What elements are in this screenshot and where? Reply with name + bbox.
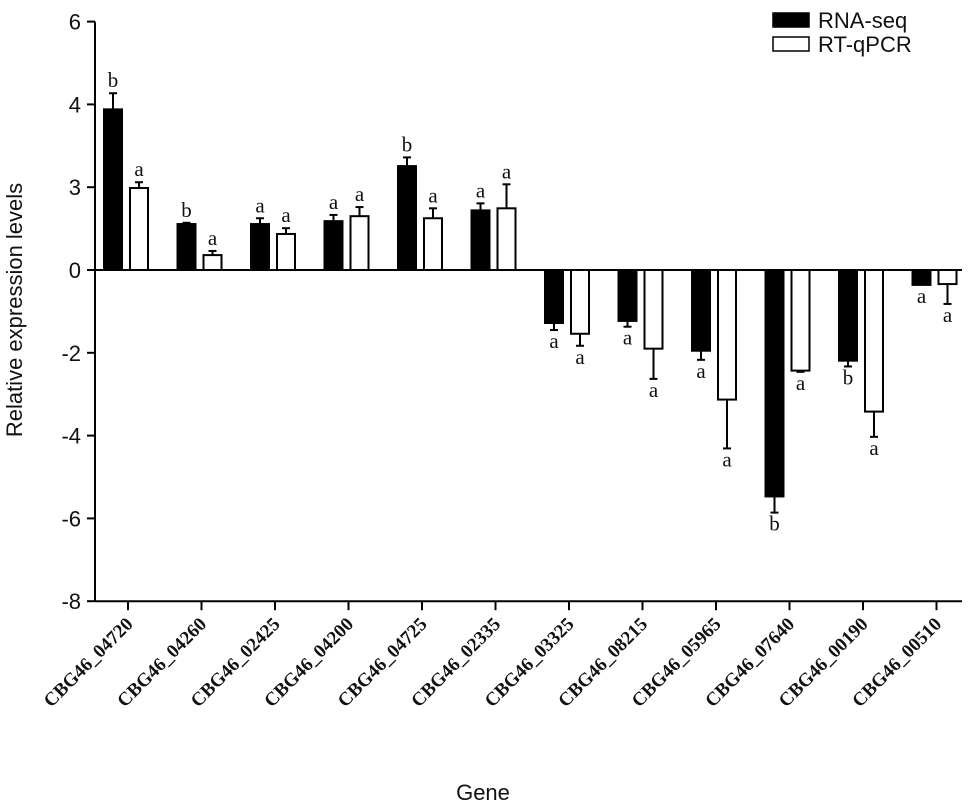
legend: RNA-seq RT-qPCR <box>772 8 912 57</box>
significance-label: a <box>428 183 438 207</box>
significance-label: a <box>281 203 291 227</box>
y-tick-label: 4 <box>69 92 81 117</box>
bar-rna-seq <box>250 223 270 272</box>
bar-rna-seq <box>617 269 638 322</box>
significance-label: a <box>943 303 953 327</box>
bar-rna-seq <box>544 269 564 324</box>
significance-label: a <box>917 284 927 308</box>
bar-rna-seq <box>911 269 932 286</box>
significance-label: b <box>108 68 119 92</box>
bar-rna-seq <box>838 269 858 362</box>
significance-label: a <box>696 359 706 383</box>
y-tick-label: 6 <box>69 10 81 35</box>
significance-label: a <box>722 447 732 471</box>
legend-swatch-rna-seq <box>772 12 810 28</box>
bar-rt-qpcr <box>570 269 590 335</box>
y-tick-label: -8 <box>61 589 81 614</box>
significance-label: a <box>649 378 659 402</box>
significance-label: b <box>402 132 413 156</box>
y-tick-label: 3 <box>69 175 81 200</box>
significance-label: a <box>869 436 879 460</box>
y-tick-label: 0 <box>69 258 81 283</box>
bar-rna-seq <box>176 223 197 272</box>
significance-label: a <box>134 157 144 181</box>
bar-rt-qpcr <box>129 187 149 271</box>
significance-label: a <box>549 329 559 353</box>
legend-label-rt-qpcr: RT-qPCR <box>818 32 912 57</box>
significance-label: a <box>355 182 365 206</box>
significance-label: a <box>208 226 218 250</box>
significance-label: a <box>623 326 633 350</box>
bar-rt-qpcr <box>496 207 517 271</box>
y-tick-label: -4 <box>61 424 81 449</box>
bar-rt-qpcr <box>717 269 737 401</box>
significance-label: a <box>476 178 486 202</box>
bar-rna-seq <box>323 220 344 271</box>
bar-rt-qpcr <box>423 217 443 271</box>
bar-rna-seq <box>764 269 785 498</box>
bar-rt-qpcr <box>349 215 370 271</box>
x-axis-label: Gene <box>456 780 510 805</box>
bar-rna-seq <box>470 209 491 272</box>
significance-label: a <box>329 190 339 214</box>
bar-rt-qpcr <box>790 269 811 372</box>
bar-rt-qpcr <box>864 269 884 413</box>
legend-label-rna-seq: RNA-seq <box>818 8 907 33</box>
significance-label: a <box>796 371 806 395</box>
bar-rt-qpcr <box>937 269 958 286</box>
significance-label: a <box>502 159 512 183</box>
bar-rna-seq <box>103 108 123 271</box>
bar-rna-seq <box>397 165 417 271</box>
bar-rt-qpcr <box>276 232 296 271</box>
bar-rna-seq <box>691 269 711 352</box>
significance-label: b <box>181 198 192 222</box>
bar-rt-qpcr <box>202 254 223 271</box>
y-tick-label: -2 <box>61 341 81 366</box>
y-axis-label: Relative expression levels <box>2 183 27 437</box>
legend-swatch-rt-qpcr <box>772 36 810 52</box>
significance-label: b <box>769 512 780 536</box>
bar-rt-qpcr <box>643 269 664 350</box>
significance-label: b <box>843 365 854 389</box>
significance-label: a <box>255 193 265 217</box>
significance-label: a <box>575 345 585 369</box>
y-tick-label: -6 <box>61 506 81 531</box>
